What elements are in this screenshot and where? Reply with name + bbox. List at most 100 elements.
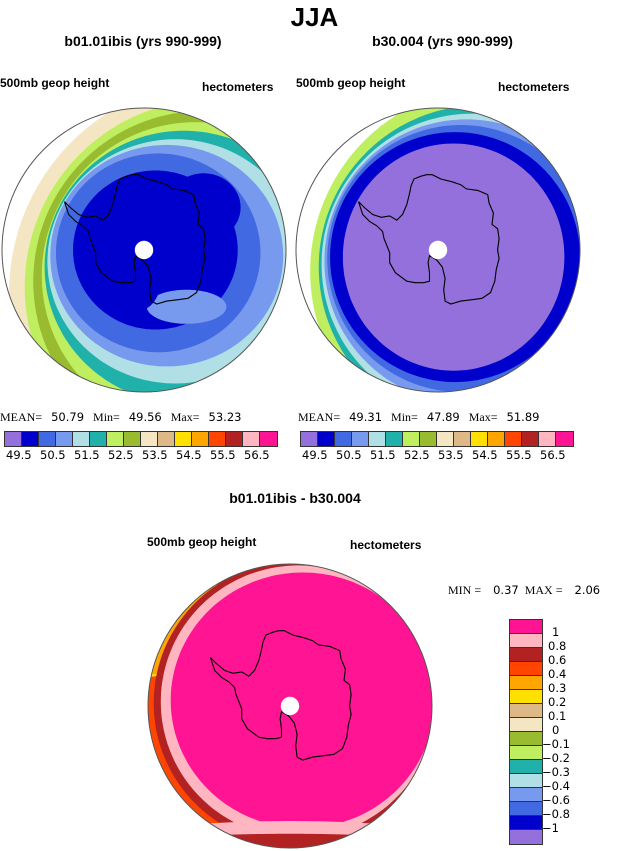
colorbar-swatch: [56, 432, 73, 446]
colorbar-tick-label: −0.8: [542, 807, 570, 821]
colorbar-swatch: [510, 620, 542, 634]
colorbar-swatch: [260, 432, 277, 446]
panel-3-units-label: hectometers: [350, 538, 422, 552]
colorbar-swatch: [369, 432, 386, 446]
colorbar-tick-label: 55.5: [210, 448, 236, 462]
colorbar-tick-label: 55.5: [506, 448, 532, 462]
colorbar-tick-label: 56.5: [540, 448, 566, 462]
colorbar-swatch: [124, 432, 141, 446]
colorbar-tick-label: −0.1: [542, 737, 570, 751]
colorbar-swatch: [510, 676, 542, 690]
colorbar-swatch: [243, 432, 260, 446]
main-title: JJA: [290, 2, 339, 32]
colorbar-swatch: [556, 432, 573, 446]
colorbar-swatch: [301, 432, 318, 446]
colorbar-swatch: [107, 432, 124, 446]
colorbar-tick-label: 50.5: [336, 448, 362, 462]
colorbar-swatch: [510, 760, 542, 774]
panel-1-title: b01.01ibis (yrs 990-999): [64, 33, 222, 49]
colorbar-swatch: [488, 432, 505, 446]
min-value: 49.56: [128, 410, 162, 424]
colorbar-swatch: [5, 432, 22, 446]
colorbar-tick-label: 49.5: [6, 448, 32, 462]
colorbar-swatch: [73, 432, 90, 446]
colorbar-swatch: [522, 432, 539, 446]
map-panel-2: [295, 107, 581, 393]
colorbar-swatch: [510, 816, 542, 830]
colorbar-swatch: [352, 432, 369, 446]
colorbar-tick-label: 0.8: [548, 639, 567, 653]
colorbar-swatch: [510, 732, 542, 746]
colorbar-swatch: [386, 432, 403, 446]
colorbar-swatch: [403, 432, 420, 446]
max-label: Max=: [468, 410, 498, 424]
colorbar-swatch: [226, 432, 243, 446]
panel-3-field-label: 500mb geop height: [147, 535, 257, 549]
panel-2-title: b30.004 (yrs 990-999): [372, 33, 513, 49]
colorbar-swatch: [510, 802, 542, 816]
colorbar-swatch: [510, 830, 542, 844]
colorbar-swatch: [141, 432, 158, 446]
pole-marker: [428, 240, 448, 260]
colorbar-tick-label: 0.3: [548, 681, 567, 695]
colorbar-swatch: [510, 704, 542, 718]
map-panel-3: [147, 563, 433, 849]
min-value: 0.37: [493, 583, 519, 597]
colorbar-swatch: [510, 690, 542, 704]
colorbar-panel-3: [509, 619, 543, 845]
colorbar-swatch: [90, 432, 107, 446]
contour-low: [166, 173, 241, 242]
colorbar-swatch: [510, 634, 542, 648]
pole-marker: [134, 240, 154, 260]
colorbar-swatch: [175, 432, 192, 446]
mean-label: MEAN=: [0, 410, 43, 424]
max-label: Max=: [170, 410, 200, 424]
antarctica-coastline: [357, 174, 500, 305]
colorbar-swatch: [454, 432, 471, 446]
panel-1-units-label: hectometers: [202, 80, 274, 94]
colorbar-tick-label: 52.5: [108, 448, 134, 462]
colorbar-tick-label: −1: [542, 821, 559, 835]
mean-value: 49.31: [349, 410, 383, 424]
min-label: MIN =: [448, 583, 482, 597]
contour-band: [146, 289, 227, 324]
panel-3-title: b01.01ibis - b30.004: [229, 490, 361, 506]
colorbar-swatch: [510, 788, 542, 802]
colorbar-tick-label: 53.5: [142, 448, 168, 462]
colorbar-tick-label: −0.6: [542, 793, 570, 807]
colorbar-tick-label: 50.5: [40, 448, 66, 462]
panel-2-units-label: hectometers: [498, 80, 570, 94]
colorbar-tick-label: 56.5: [244, 448, 270, 462]
colorbar-swatch: [510, 718, 542, 732]
min-value: 47.89: [426, 410, 460, 424]
colorbar-tick-label: 51.5: [370, 448, 396, 462]
colorbar-swatch: [420, 432, 437, 446]
colorbar-swatch: [158, 432, 175, 446]
colorbar-tick-label: −0.4: [542, 779, 570, 793]
colorbar-swatch: [335, 432, 352, 446]
colorbar-swatch: [505, 432, 522, 446]
colorbar-tick-label: 53.5: [438, 448, 464, 462]
panel-3-stats: MIN = 0.37 MAX = 2.06: [448, 583, 600, 597]
colorbar-tick-label: 1: [552, 625, 560, 639]
contour-band: [170, 572, 432, 829]
max-value: 51.89: [506, 410, 540, 424]
colorbar-swatch: [510, 746, 542, 760]
colorbar-tick-label: 0.4: [548, 667, 567, 681]
colorbar-tick-label: 54.5: [472, 448, 498, 462]
colorbar-tick-label: 49.5: [302, 448, 328, 462]
colorbar-swatch: [318, 432, 335, 446]
panel-1-stats: MEAN= 50.79 Min= 49.56 Max= 53.23: [0, 410, 241, 424]
colorbar-tick-label: −0.2: [542, 751, 570, 765]
colorbar-panel-2: [300, 431, 574, 447]
panel-2-field-label: 500mb geop height: [296, 76, 406, 90]
colorbar-swatch: [510, 662, 542, 676]
colorbar-swatch: [192, 432, 209, 446]
max-label: MAX =: [524, 583, 563, 597]
map-border: [295, 107, 581, 393]
colorbar-tick-label: 54.5: [176, 448, 202, 462]
map-border: [147, 563, 433, 849]
contour-fill: [9, 108, 287, 392]
max-value: 2.06: [574, 583, 601, 597]
colorbar-swatch: [437, 432, 454, 446]
